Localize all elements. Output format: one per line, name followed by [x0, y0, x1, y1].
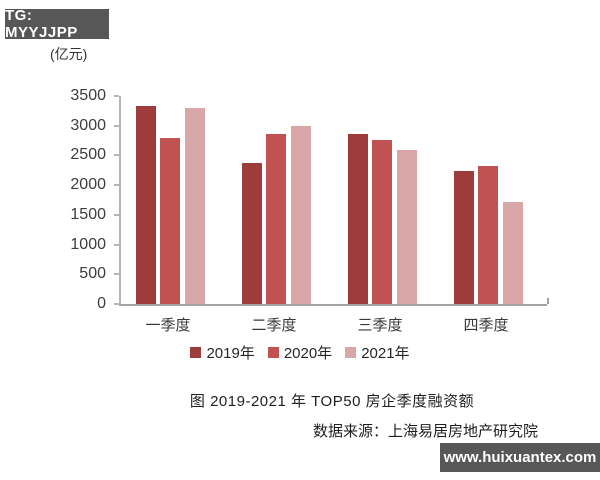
bar-2019年-二季度 [241, 162, 262, 304]
y-axis-tick-mark [114, 95, 119, 97]
x-axis-tick-label: 二季度 [251, 317, 297, 334]
y-axis-tick-label: 1000 [70, 235, 106, 253]
bar-2019年-三季度 [347, 134, 368, 304]
y-axis-tick-mark [114, 184, 119, 187]
y-axis-tick-label: 500 [79, 265, 106, 283]
y-axis-tick-mark [114, 303, 119, 305]
bar-2020年-一季度 [160, 138, 180, 304]
legend: 2019年 2020年 2021年 [0, 342, 600, 363]
y-axis-tick-mark [114, 243, 119, 246]
plot-area [119, 96, 549, 306]
y-axis-tick-label: 1500 [70, 205, 106, 223]
y-axis-tick-label: 3500 [70, 87, 106, 104]
x-axis-tick-label: 三季度 [357, 317, 403, 334]
legend-item-2021年: 2021年 [345, 342, 410, 363]
y-axis-tick-label: 2500 [70, 146, 106, 164]
chart-caption: 图 2019-2021 年 TOP50 房企季度融资额 [189, 393, 475, 410]
bar-2020年-四季度 [478, 165, 498, 304]
bar-chart: 0 500 1000 1500 2000 2500 3000 3500 一季度 二季度 三季度 四季… [70, 87, 549, 334]
y-axis-tick-mark [114, 273, 119, 276]
y-axis-tick-label: 2000 [70, 176, 106, 194]
y-axis-unit-label: (亿元) [50, 46, 88, 62]
legend-label: 2021年 [361, 345, 410, 362]
legend-swatch-icon [190, 347, 202, 358]
legend-swatch-icon [267, 347, 279, 358]
bar-2021年-四季度 [502, 202, 523, 304]
bar-2021年-二季度 [290, 126, 311, 304]
legend-item-2020年: 2020年 [267, 342, 333, 363]
bar-2019年-四季度 [453, 170, 474, 304]
y-axis-tick-mark [114, 124, 119, 127]
bar-2021年-一季度 [184, 108, 205, 304]
x-axis-tick-label: 四季度 [463, 317, 509, 334]
legend-item-2019年: 2019年 [190, 342, 255, 363]
legend-label: 2020年 [283, 345, 333, 362]
data-source: 数据来源：上海易居房地产研究院 [312, 423, 538, 440]
x-axis-end-tick [547, 298, 549, 304]
channel-badge: TG: MYYJJPP [5, 7, 109, 41]
x-axis-tick-label: 一季度 [145, 317, 191, 334]
watermark-bar: www.huixuantex.com [440, 443, 600, 472]
bar-2020年-三季度 [372, 139, 392, 304]
bar-2021年-三季度 [396, 149, 417, 304]
bar-2019年-一季度 [135, 106, 156, 304]
legend-swatch-icon [345, 347, 357, 358]
legend-label: 2019年 [206, 345, 255, 362]
y-axis-tick-mark [114, 213, 119, 216]
bar-2020年-二季度 [266, 134, 286, 304]
y-axis-tick-mark [114, 154, 119, 157]
y-axis-tick-label: 3000 [70, 116, 106, 134]
y-axis-tick-label: 0 [97, 295, 106, 312]
